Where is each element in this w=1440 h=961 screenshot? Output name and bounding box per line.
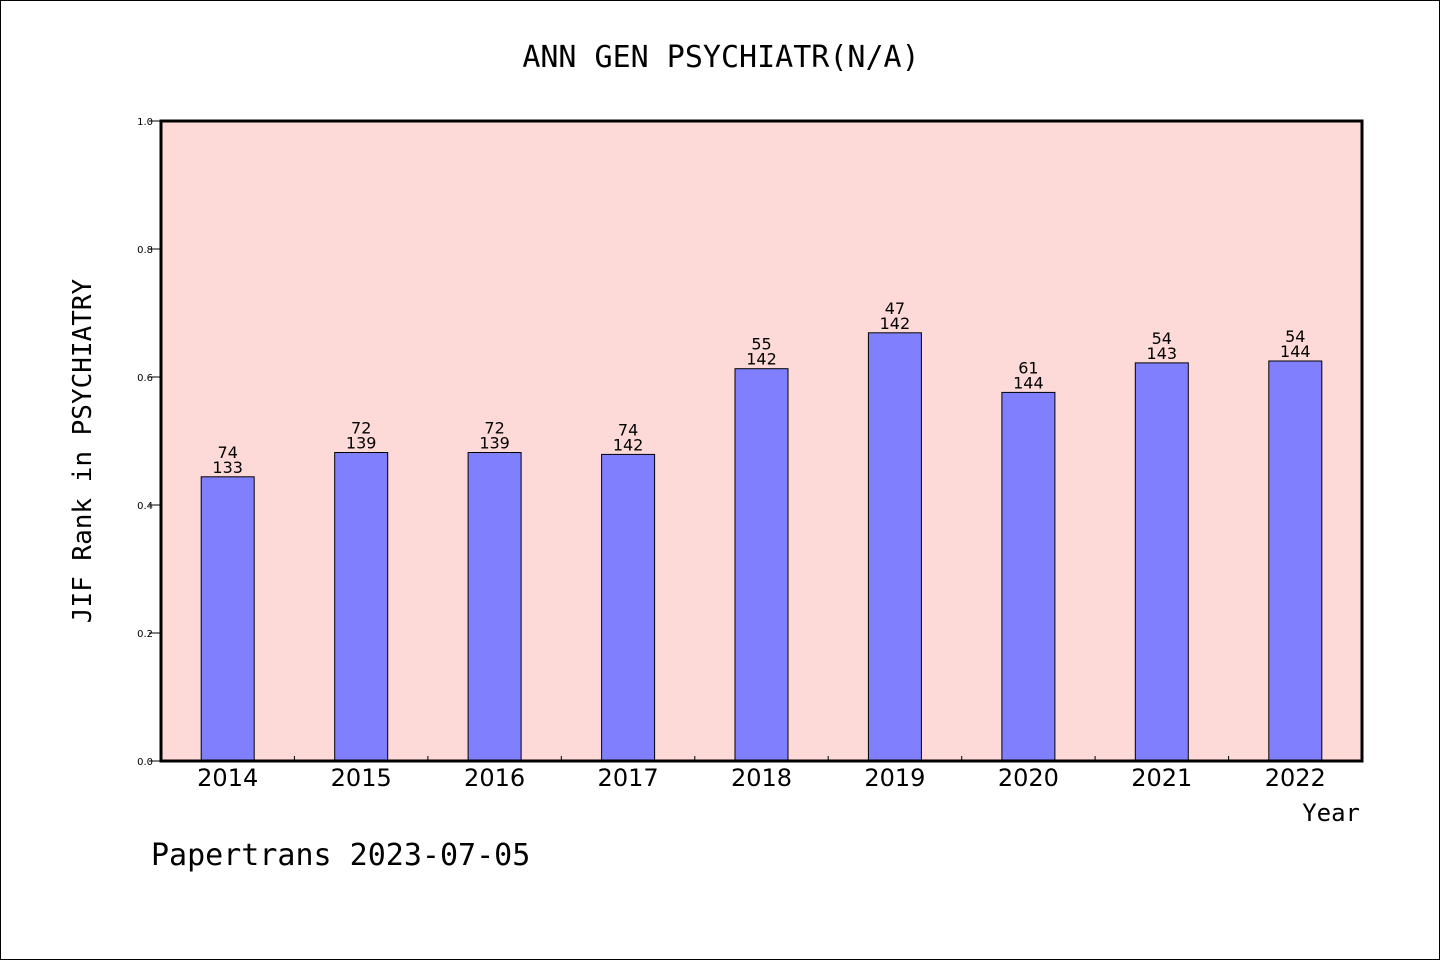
- bar-label-bottom-2022: 144: [1280, 342, 1311, 361]
- bar-label-bottom-2017: 142: [613, 435, 644, 454]
- y-tick-label-0.2: 0.2: [137, 629, 153, 640]
- bar-2015: [334, 452, 389, 762]
- bar-label-bottom-2018: 142: [746, 350, 777, 369]
- y-tick-label-1.0: 1.0: [137, 117, 153, 128]
- bar-label-bottom-2019: 142: [880, 314, 911, 333]
- x-axis-label: Year: [1302, 799, 1360, 827]
- x-tick-label-2015: 2015: [331, 764, 392, 792]
- bar-label-top-2019: 47: [885, 299, 905, 318]
- y-axis-label: JIF Rank in PSYCHIATRY: [68, 278, 98, 623]
- x-tick-label-2016: 2016: [464, 764, 525, 792]
- bar-label-top-2022: 54: [1285, 327, 1305, 346]
- x-tick-label-2018: 2018: [731, 764, 792, 792]
- bar-label-top-2021: 54: [1152, 329, 1172, 348]
- bar-label-bottom-2014: 133: [212, 458, 243, 477]
- x-tick-label-2014: 2014: [197, 764, 258, 792]
- bar-2022: [1268, 360, 1323, 762]
- bar-label-top-2017: 74: [618, 420, 638, 439]
- bar-2019: [867, 332, 922, 762]
- chart-title: ANN GEN PSYCHIATR(N/A): [522, 40, 919, 75]
- bar-label-bottom-2016: 139: [479, 434, 510, 453]
- bar-label-bottom-2021: 143: [1147, 344, 1178, 363]
- plot-border: [159, 119, 1364, 763]
- bar-label-top-2015: 72: [351, 419, 371, 438]
- bar-label-bottom-2015: 139: [346, 434, 377, 453]
- y-tick-label-0.4: 0.4: [137, 501, 153, 512]
- footer-credit: Papertrans 2023-07-05: [151, 838, 530, 873]
- bar-label-top-2016: 72: [484, 419, 504, 438]
- y-tick-label-0.0: 0.0: [137, 757, 153, 768]
- bar-2021: [1134, 362, 1189, 762]
- bar-2018: [734, 368, 789, 762]
- data-labels-group: 7413372139721397414255142471426114454143…: [212, 299, 1310, 477]
- y-tick-label-0.8: 0.8: [137, 245, 153, 256]
- y-axis-ticks: 0.0 0.2 0.4 0.6 0.8 1.0: [137, 117, 161, 768]
- y-tick-label-0.6: 0.6: [137, 373, 153, 384]
- x-axis-ticks: 2014 2015 2016 2017 2018 2019 2020 2021 2022: [197, 756, 1326, 792]
- x-tick-label-2022: 2022: [1265, 764, 1326, 792]
- bars-group: [200, 332, 1323, 762]
- bar-label-top-2020: 61: [1018, 358, 1038, 377]
- bar-label-top-2018: 55: [751, 335, 771, 354]
- bar-label-top-2014: 74: [218, 443, 238, 462]
- x-tick-label-2019: 2019: [864, 764, 925, 792]
- x-tick-label-2020: 2020: [998, 764, 1059, 792]
- bar-label-bottom-2020: 144: [1013, 373, 1044, 392]
- bar-2017: [601, 453, 656, 762]
- x-tick-label-2021: 2021: [1131, 764, 1192, 792]
- x-tick-label-2017: 2017: [598, 764, 659, 792]
- bar-2014: [200, 476, 255, 762]
- bar-2020: [1001, 391, 1056, 762]
- bar-2016: [467, 452, 522, 762]
